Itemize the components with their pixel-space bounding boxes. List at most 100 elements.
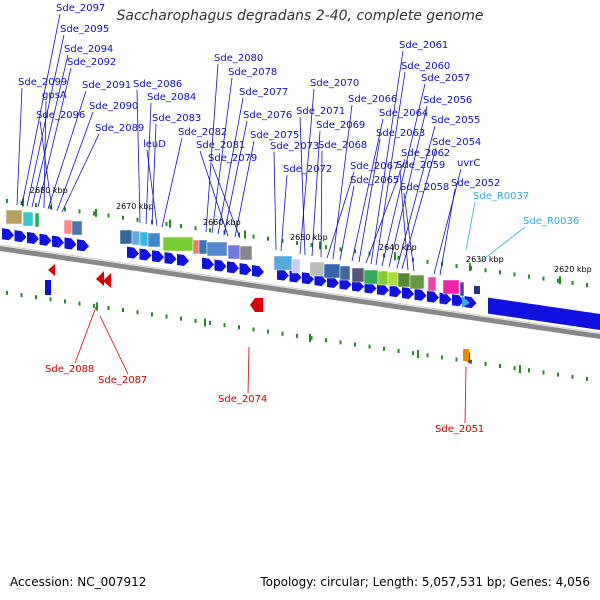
tick-mark <box>6 290 8 295</box>
leader-line <box>311 130 321 257</box>
leader-line <box>370 50 404 265</box>
feature-block <box>339 265 351 281</box>
feature-block <box>198 239 208 255</box>
feature-tracks <box>2 209 600 364</box>
feature-block <box>63 219 73 235</box>
reverse-block <box>45 280 51 295</box>
tick-mark <box>339 247 342 252</box>
gene-label: Sde_2061 <box>399 40 448 51</box>
leader-line <box>403 192 415 272</box>
tick-mark <box>368 344 371 349</box>
feature-block <box>227 244 241 260</box>
cds-arrow <box>64 237 77 250</box>
gene-label: Sde_2081 <box>196 140 245 151</box>
scale-label: 2660 kbp <box>203 218 241 227</box>
tick-mark <box>93 303 95 308</box>
leader-line <box>247 346 250 394</box>
tick-mark <box>354 249 356 254</box>
gene-label: Sde_2078 <box>228 67 277 78</box>
tick-mark <box>499 270 501 275</box>
tick-mark <box>325 245 327 250</box>
gene-label: Sde_2084 <box>147 92 196 103</box>
leader-line <box>199 150 229 237</box>
tick-mark <box>281 331 284 336</box>
cds-arrow <box>327 275 339 288</box>
tick-mark <box>35 203 37 208</box>
feature-block <box>139 231 149 247</box>
backbone-band <box>0 246 600 339</box>
tick-mark <box>528 368 530 373</box>
tick-mark <box>252 234 255 239</box>
leader-line <box>146 149 158 227</box>
tick-mark <box>64 207 66 212</box>
gene-label: Sde_2092 <box>67 57 116 68</box>
gene-label: Sde_2099 <box>18 77 67 88</box>
tick-mark <box>455 264 458 269</box>
cds-arrow <box>439 292 452 305</box>
leader-line <box>326 171 355 259</box>
feature-block <box>192 239 200 255</box>
leader-line <box>16 87 23 206</box>
leader-line <box>21 13 61 206</box>
tick-mark <box>310 336 313 341</box>
tick-mark <box>339 340 342 345</box>
feature-block <box>162 236 194 252</box>
footer-info: Topology: circular; Length: 5,057,531 bp… <box>260 575 590 589</box>
tick-mark <box>571 374 574 379</box>
leader-line <box>388 105 428 268</box>
gene-label: Sde_2096 <box>36 110 85 121</box>
gene-label: Sde_2069 <box>316 120 365 131</box>
cds-arrow <box>164 252 177 265</box>
tick-mark <box>470 359 472 364</box>
cds-arrow <box>227 261 239 274</box>
tick-mark <box>165 314 168 319</box>
leader-line <box>396 125 436 269</box>
tick-mark <box>194 318 197 323</box>
tick-mark <box>122 308 124 313</box>
gene-label: Sde_2089 <box>95 123 144 134</box>
gene-label: Sde_2064 <box>379 108 428 119</box>
tick-mark <box>194 226 197 231</box>
gene-label: Sde_2086 <box>133 79 182 90</box>
cds-arrow <box>452 294 464 307</box>
gene-label: Sde_2051 <box>435 424 484 435</box>
gene-label: Sde_2060 <box>401 61 450 72</box>
gene-label: Sde_2088 <box>45 364 94 375</box>
cds-arrow <box>127 246 139 259</box>
tick-mark <box>252 327 255 332</box>
gene-label: Sde_2077 <box>239 87 288 98</box>
tick-mark <box>325 338 327 343</box>
cds-arrow <box>414 288 427 301</box>
gene-label: Sde_2072 <box>283 164 332 175</box>
leader-line <box>161 137 183 228</box>
feature-block <box>442 279 460 295</box>
gene-label: Sde_2087 <box>98 375 147 386</box>
tick-mark <box>426 259 429 264</box>
leader-line <box>399 170 409 271</box>
leader-line <box>99 315 129 375</box>
feature-block <box>5 209 23 225</box>
gene-label: Sde_2066 <box>348 94 397 105</box>
tick-mark <box>122 215 124 220</box>
gene-label: Sde_2076 <box>243 110 292 121</box>
leader-line <box>74 306 97 364</box>
gene-label: Sde_2068 <box>318 140 367 151</box>
cds-arrow <box>252 264 264 277</box>
feature-block <box>409 274 425 290</box>
reverse-arrow <box>48 264 55 276</box>
feature-block <box>377 270 389 286</box>
gene-label: Sde_2065 <box>350 175 399 186</box>
genome-backbone <box>0 244 600 339</box>
feature-block <box>323 263 341 279</box>
gene-label: Sde_2055 <box>431 115 480 126</box>
leader-line <box>47 90 87 210</box>
leader-line <box>365 158 406 264</box>
gene-label: Sde_2059 <box>396 160 445 171</box>
cds-arrow <box>139 248 152 261</box>
tick-mark <box>107 213 110 218</box>
gene-label: Sde_2083 <box>152 113 201 124</box>
gene-label: Sde_2054 <box>432 137 481 148</box>
leader-line <box>339 185 355 261</box>
tick-mark <box>238 325 240 330</box>
tick-mark <box>586 282 588 287</box>
